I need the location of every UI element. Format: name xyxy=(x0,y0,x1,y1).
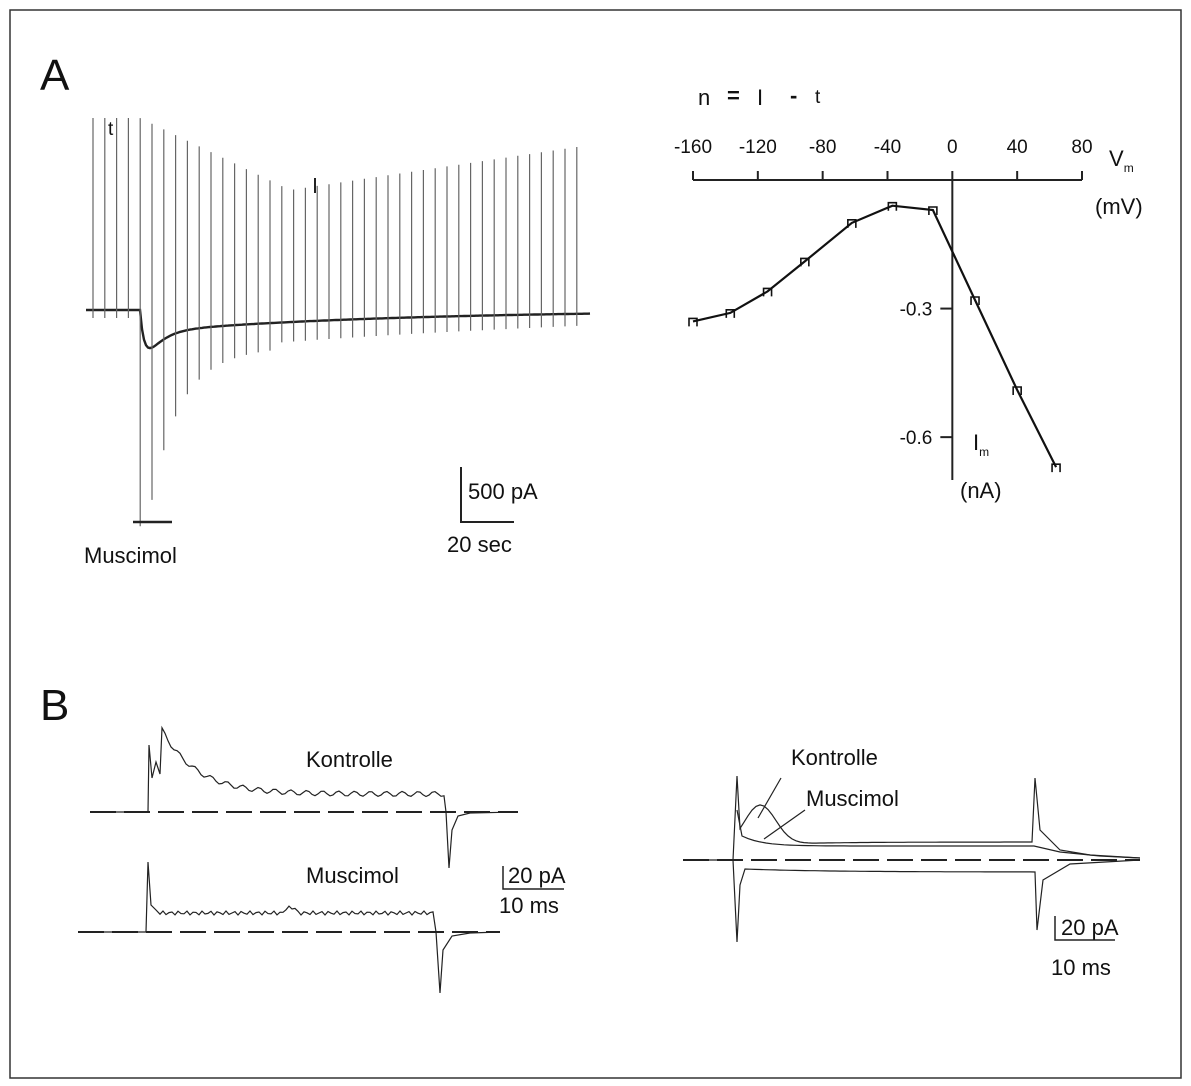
iv-data-point xyxy=(725,309,736,318)
scale-time-b-left: 10 ms xyxy=(499,893,559,918)
scale-current-a: 500 pA xyxy=(468,479,538,504)
iv-data-point xyxy=(928,206,938,215)
iv-data-point xyxy=(887,201,898,211)
muscimol-trace-left xyxy=(78,861,501,994)
x-tick-label: 80 xyxy=(1071,137,1092,158)
y-tick-label: -0.6 xyxy=(900,428,933,449)
iv-legend-text-1: n xyxy=(698,85,710,110)
kontrolle-trace-right xyxy=(683,775,1141,861)
muscimol-trace-right xyxy=(736,809,1141,859)
b-right-drug-pointer xyxy=(763,809,806,840)
scale-current-b-right: 20 pA xyxy=(1061,915,1119,940)
iv-legend-text-5: t xyxy=(815,87,821,108)
iv-legend-text-3: I xyxy=(757,85,763,110)
b-left-control-label: Kontrolle xyxy=(306,747,393,772)
iv-data-point xyxy=(1012,386,1022,395)
panel-a-letter: A xyxy=(40,51,70,100)
iv-data-point xyxy=(688,317,698,327)
iv-data-point xyxy=(762,287,773,297)
x-axis-unit: (mV) xyxy=(1095,194,1143,219)
b-left-drug-label: Muscimol xyxy=(306,863,399,888)
y-axis-label-sub: m xyxy=(979,445,989,459)
iv-data-point xyxy=(970,296,980,305)
scale-time-b-right: 10 ms xyxy=(1051,955,1111,980)
x-axis-label-sub: m xyxy=(1124,161,1134,175)
iv-legend-text-4: - xyxy=(790,83,797,108)
panel-b-letter: B xyxy=(40,681,69,730)
y-axis-label: Im xyxy=(973,430,989,459)
x-tick-label: -120 xyxy=(739,137,777,158)
x-axis-ticks: -160 -120 -80 -40 0 40 80 xyxy=(674,137,1093,180)
y-axis-ticks: -0.3 -0.6 xyxy=(900,300,953,449)
b-right-drug-label: Muscimol xyxy=(806,786,899,811)
x-tick-label: -80 xyxy=(809,137,836,158)
y-axis-unit: (nA) xyxy=(960,478,1002,503)
iv-data-points xyxy=(688,201,1061,473)
negative-pulse-trace-right xyxy=(732,859,1141,943)
iv-data-point xyxy=(800,257,810,267)
x-axis-label-main: V xyxy=(1109,146,1124,171)
scale-bar-b-left xyxy=(502,866,564,890)
iv-plot: n = I - t -160 -120 -80 -40 0 40 80 -0.3 -0.6 V… xyxy=(674,83,1143,503)
iv-legend-text-2: = xyxy=(727,83,740,108)
panel-a-current-trace xyxy=(86,118,591,527)
x-axis-label: Vm xyxy=(1109,146,1134,175)
figure-border xyxy=(9,9,1182,1079)
x-tick-label: 0 xyxy=(947,137,958,158)
scale-bar-b-right xyxy=(1054,916,1115,941)
trace-small-mark-1: t xyxy=(108,119,114,140)
kontrolle-trace-left xyxy=(90,725,519,869)
panel-b-traces xyxy=(78,725,1141,994)
y-tick-label: -0.3 xyxy=(900,300,933,321)
scale-current-b-left: 20 pA xyxy=(508,863,566,888)
iv-data-point xyxy=(847,219,857,228)
scale-time-a: 20 sec xyxy=(447,532,512,557)
b-right-control-pointer xyxy=(757,777,782,819)
x-tick-label: -40 xyxy=(874,137,901,158)
muscimol-label: Muscimol xyxy=(84,543,177,568)
b-right-control-label: Kontrolle xyxy=(791,745,878,770)
scale-bar-a xyxy=(460,467,514,523)
x-tick-label: 40 xyxy=(1007,137,1028,158)
holding-current-trace xyxy=(86,308,591,350)
iv-curve xyxy=(692,204,1058,468)
x-tick-label: -160 xyxy=(674,137,712,158)
y-axis-label-main: I xyxy=(973,430,979,455)
iv-data-point xyxy=(1051,463,1061,473)
